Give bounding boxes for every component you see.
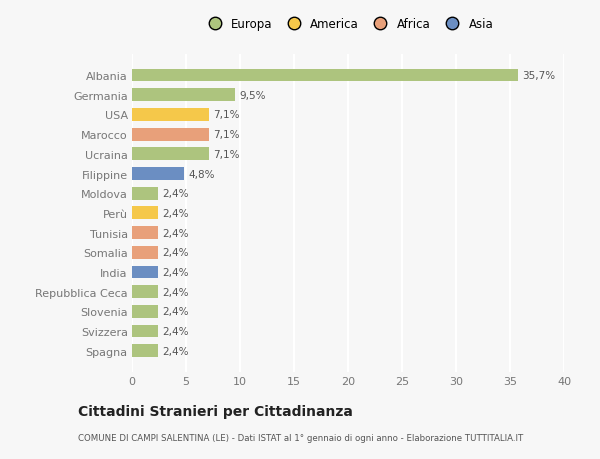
Bar: [132, 266, 158, 279]
Bar: [132, 227, 158, 240]
Text: Cittadini Stranieri per Cittadinanza: Cittadini Stranieri per Cittadinanza: [78, 404, 353, 419]
Bar: [132, 207, 158, 220]
Bar: [132, 148, 209, 161]
Bar: [132, 89, 235, 102]
Text: 2,4%: 2,4%: [162, 287, 189, 297]
Text: 2,4%: 2,4%: [162, 228, 189, 238]
Text: 9,5%: 9,5%: [239, 90, 265, 101]
Text: 7,1%: 7,1%: [213, 130, 239, 140]
Bar: [132, 285, 158, 298]
Text: 4,8%: 4,8%: [188, 169, 215, 179]
Bar: [132, 325, 158, 338]
Text: COMUNE DI CAMPI SALENTINA (LE) - Dati ISTAT al 1° gennaio di ogni anno - Elabora: COMUNE DI CAMPI SALENTINA (LE) - Dati IS…: [78, 433, 523, 442]
Bar: [132, 69, 518, 82]
Text: 2,4%: 2,4%: [162, 268, 189, 277]
Text: 2,4%: 2,4%: [162, 326, 189, 336]
Text: 7,1%: 7,1%: [213, 110, 239, 120]
Text: 35,7%: 35,7%: [522, 71, 555, 81]
Text: 2,4%: 2,4%: [162, 346, 189, 356]
Bar: [132, 109, 209, 122]
Bar: [132, 168, 184, 180]
Bar: [132, 129, 209, 141]
Bar: [132, 187, 158, 200]
Text: 2,4%: 2,4%: [162, 208, 189, 218]
Bar: [132, 345, 158, 358]
Bar: [132, 246, 158, 259]
Text: 2,4%: 2,4%: [162, 307, 189, 317]
Bar: [132, 305, 158, 318]
Text: 2,4%: 2,4%: [162, 189, 189, 199]
Text: 7,1%: 7,1%: [213, 150, 239, 159]
Legend: Europa, America, Africa, Asia: Europa, America, Africa, Asia: [198, 13, 498, 36]
Text: 2,4%: 2,4%: [162, 248, 189, 258]
